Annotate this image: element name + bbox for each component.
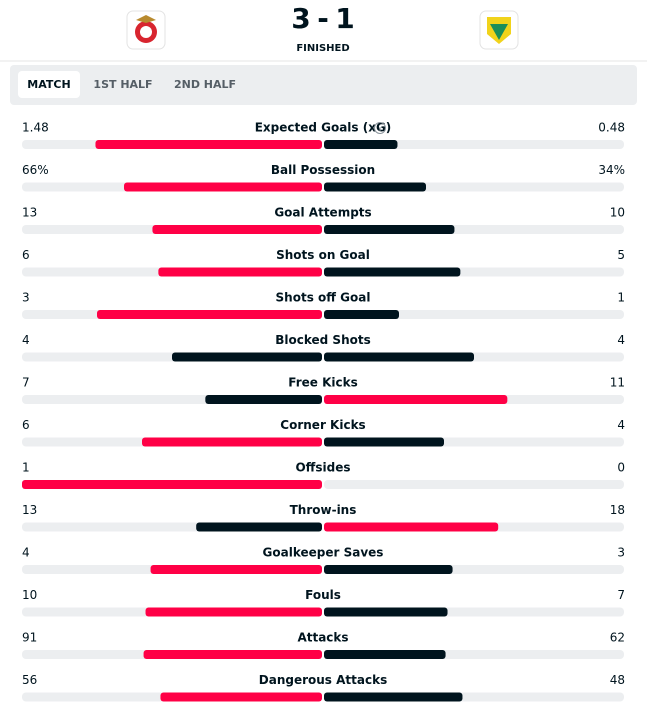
- away-bar: [324, 437, 444, 447]
- away-bar: [324, 225, 455, 234]
- away-logo: [479, 10, 519, 50]
- info-icon: [374, 122, 386, 134]
- home-logo: [126, 10, 166, 50]
- stat-name: Blocked Shots: [275, 333, 371, 347]
- home-value: 10: [22, 588, 37, 602]
- home-bar: [205, 395, 322, 404]
- tab[interactable]: 1ST HALF: [93, 78, 152, 91]
- track: [324, 480, 624, 489]
- home-value: 66%: [22, 163, 49, 177]
- away-bar: [324, 607, 448, 617]
- away-value: 7: [617, 588, 625, 602]
- home-bar: [158, 267, 322, 277]
- home-score: 3: [291, 2, 310, 35]
- home-value: 1.48: [22, 121, 49, 135]
- away-value: 18: [610, 503, 625, 517]
- match-status: FINISHED: [296, 43, 349, 54]
- away-value: 1: [617, 291, 625, 305]
- home-value: 3: [22, 291, 30, 305]
- home-bar: [142, 437, 322, 447]
- away-value: 62: [610, 631, 625, 645]
- away-bar: [324, 267, 461, 277]
- tab[interactable]: 2ND HALF: [174, 78, 236, 91]
- away-value: 5: [617, 248, 625, 262]
- away-bar: [324, 565, 453, 574]
- home-bar: [152, 225, 322, 234]
- home-value: 56: [22, 673, 37, 687]
- away-value: 10: [610, 206, 625, 220]
- home-value: 4: [22, 546, 30, 560]
- away-value: 4: [617, 418, 625, 432]
- away-bar: [324, 692, 463, 702]
- stat-name: Goal Attempts: [274, 206, 371, 220]
- stat-name: Ball Possession: [271, 163, 375, 177]
- away-bar: [324, 310, 399, 319]
- stat-name: Attacks: [297, 631, 348, 645]
- away-value: 0: [617, 461, 625, 475]
- home-bar: [150, 565, 322, 574]
- away-value: 4: [617, 333, 625, 347]
- away-value: 34%: [598, 163, 625, 177]
- home-bar: [22, 480, 322, 489]
- away-bar: [324, 352, 474, 362]
- tab-bar: [10, 65, 637, 105]
- stat-name: Shots on Goal: [276, 248, 370, 262]
- home-bar: [172, 352, 322, 362]
- stat-name: Expected Goals (xG): [255, 121, 392, 135]
- away-value: 3: [617, 546, 625, 560]
- home-value: 6: [22, 248, 30, 262]
- home-value: 7: [22, 376, 30, 390]
- away-bar: [324, 522, 499, 532]
- stat-name: Fouls: [305, 588, 341, 602]
- score-separator: -: [317, 2, 329, 35]
- stat-name: Goalkeeper Saves: [263, 546, 384, 560]
- track: [324, 140, 624, 149]
- stat-name: Throw-ins: [290, 503, 357, 517]
- home-bar: [97, 310, 322, 319]
- away-bar: [324, 140, 398, 149]
- tab[interactable]: MATCH: [27, 78, 70, 91]
- home-bar: [95, 140, 322, 149]
- away-bar: [324, 395, 508, 404]
- stat-name: Corner Kicks: [280, 418, 365, 432]
- stat-name: Offsides: [295, 461, 350, 475]
- home-bar: [160, 692, 322, 702]
- home-value: 13: [22, 503, 37, 517]
- away-score: 1: [335, 2, 354, 35]
- track: [324, 310, 624, 319]
- home-value: 13: [22, 206, 37, 220]
- away-bar: [324, 182, 426, 192]
- stat-name: Free Kicks: [288, 376, 357, 390]
- stat-name: Shots off Goal: [276, 291, 371, 305]
- home-value: 91: [22, 631, 37, 645]
- away-value: 0.48: [598, 121, 625, 135]
- away-value: 11: [610, 376, 625, 390]
- home-value: 1: [22, 461, 30, 475]
- home-value: 6: [22, 418, 30, 432]
- home-bar: [124, 182, 322, 192]
- away-bar: [324, 650, 446, 659]
- home-bar: [145, 607, 322, 617]
- home-bar: [143, 650, 322, 659]
- away-value: 48: [610, 673, 625, 687]
- home-bar: [196, 522, 322, 532]
- stat-name: Dangerous Attacks: [259, 673, 387, 687]
- active-tab[interactable]: [18, 71, 80, 98]
- home-value: 4: [22, 333, 30, 347]
